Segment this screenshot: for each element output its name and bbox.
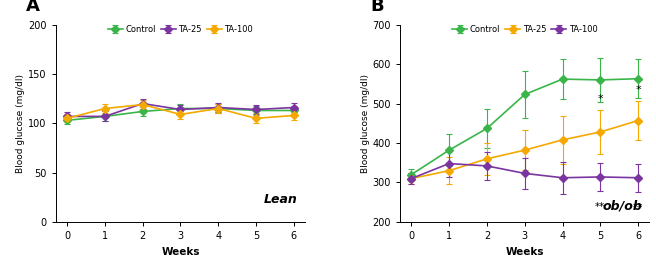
Text: ob/ob: ob/ob <box>602 199 642 212</box>
Text: **: ** <box>633 202 644 213</box>
X-axis label: Weeks: Weeks <box>161 247 199 256</box>
Text: *: * <box>598 94 603 104</box>
Text: Lean: Lean <box>264 193 298 206</box>
X-axis label: Weeks: Weeks <box>506 247 544 256</box>
Legend: Control, TA-25, TA-100: Control, TA-25, TA-100 <box>108 25 253 34</box>
Y-axis label: Blood glucose (mg/dl): Blood glucose (mg/dl) <box>16 74 26 173</box>
Y-axis label: Blood glucose (mg/dl): Blood glucose (mg/dl) <box>361 74 370 173</box>
Text: **: ** <box>595 202 605 212</box>
Legend: Control, TA-25, TA-100: Control, TA-25, TA-100 <box>452 25 598 34</box>
Text: *: * <box>635 85 641 95</box>
Text: B: B <box>370 0 384 15</box>
Text: A: A <box>26 0 40 15</box>
